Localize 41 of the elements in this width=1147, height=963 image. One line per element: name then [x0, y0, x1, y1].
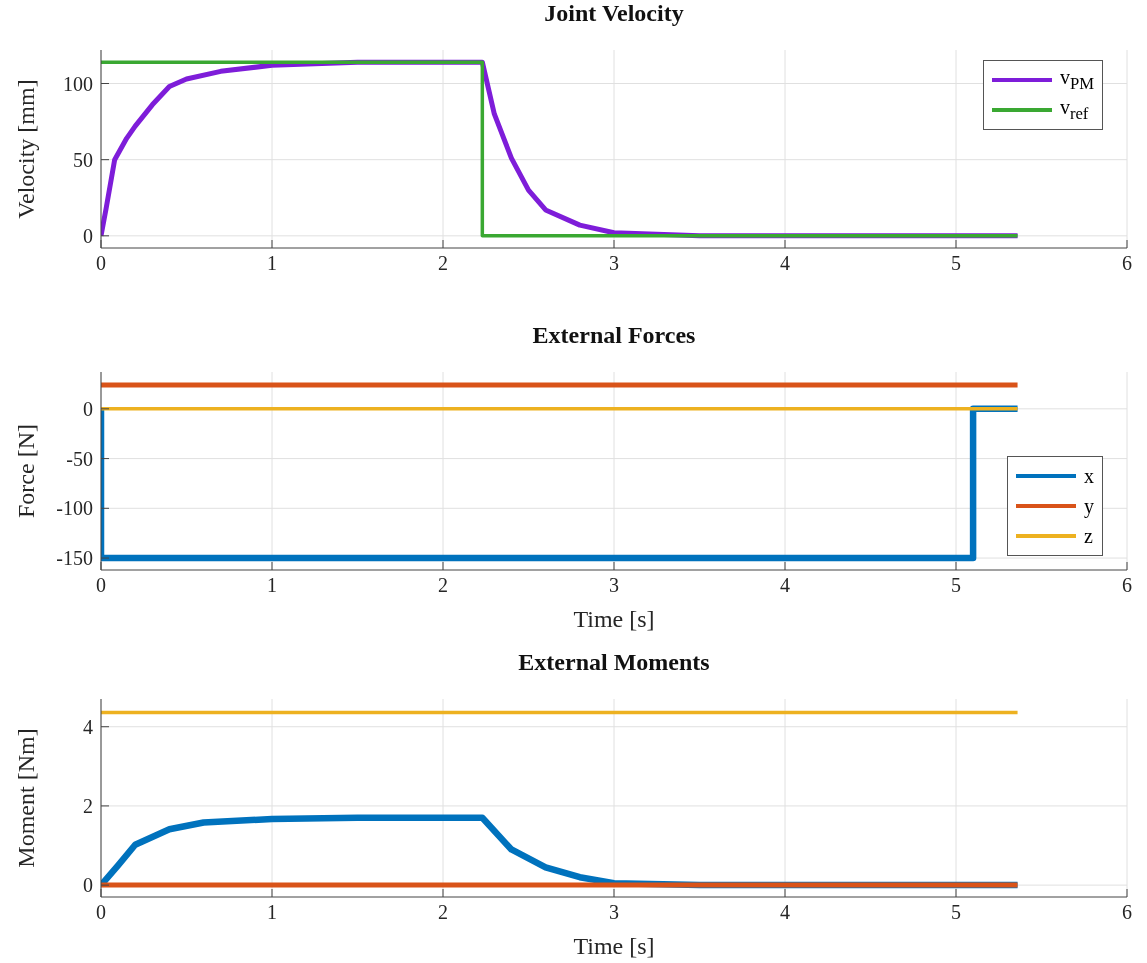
y-tick-label: 0 — [83, 874, 93, 897]
x-tick-label: 1 — [267, 901, 277, 924]
x-tick-label: 4 — [780, 252, 790, 275]
y-tick-label: -50 — [66, 447, 93, 470]
y-axis-title: Moment [Nm] — [12, 728, 40, 868]
legend-label: z — [1084, 524, 1093, 548]
x-tick-label: 3 — [609, 574, 619, 597]
x-tick-label: 1 — [267, 252, 277, 275]
y-tick-label: 4 — [83, 715, 93, 738]
y-tick-label: 0 — [83, 224, 93, 247]
y-tick-label: 100 — [63, 72, 93, 95]
x-tick-label: 5 — [951, 574, 961, 597]
y-tick-label: 0 — [83, 397, 93, 420]
y-axis-title: Velocity [mm] — [12, 79, 40, 219]
y-axis-title: Force [N] — [12, 424, 40, 518]
x-tick-label: 2 — [438, 574, 448, 597]
y-tick-label: 2 — [83, 795, 93, 818]
x-tick-label: 3 — [609, 901, 619, 924]
x-tick-label: 5 — [951, 252, 961, 275]
legend-label: x — [1084, 464, 1094, 488]
y-tick-label: 50 — [73, 148, 93, 171]
x-tick-label: 4 — [780, 574, 790, 597]
legend-label: y — [1084, 494, 1094, 518]
y-tick-label: -150 — [56, 547, 93, 570]
x-tick-label: 1 — [267, 574, 277, 597]
legend-label: v$_{ref}$ — [1059, 96, 1089, 124]
chart-title: External Moments — [517, 649, 711, 676]
y-tick-label: -100 — [56, 497, 93, 520]
x-axis-title: Time [s] — [572, 606, 656, 633]
x-tick-label: 5 — [951, 901, 961, 924]
x-tick-label: 6 — [1122, 252, 1132, 275]
x-tick-label: 4 — [780, 901, 790, 924]
x-tick-label: 6 — [1122, 574, 1132, 597]
chart-title: External Forces — [531, 322, 697, 349]
x-tick-label: 2 — [438, 901, 448, 924]
x-tick-label: 6 — [1122, 901, 1132, 924]
chart-title: Joint Velocity — [543, 0, 685, 27]
x-tick-label: 2 — [438, 252, 448, 275]
legend-label: v$_{PM}$ — [1059, 66, 1094, 94]
x-tick-label: 3 — [609, 252, 619, 275]
x-axis-title: Time [s] — [572, 933, 656, 960]
